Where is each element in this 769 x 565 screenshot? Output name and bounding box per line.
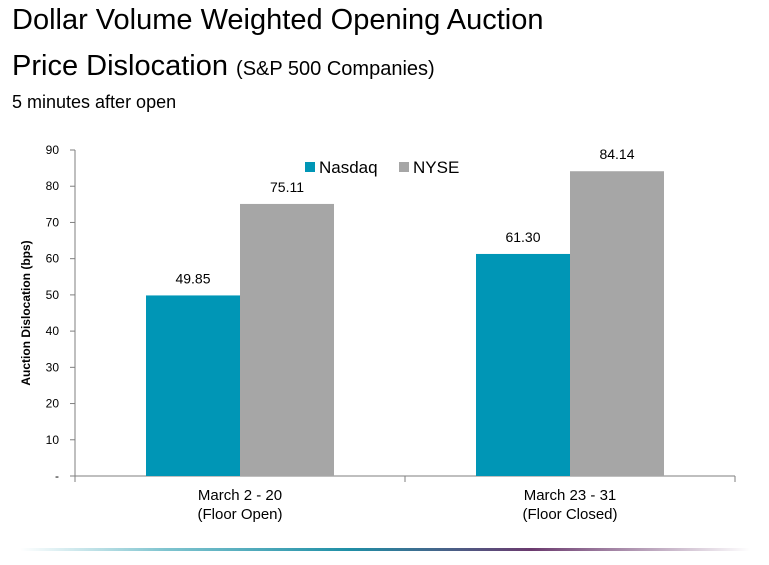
bar-nasdaq bbox=[146, 295, 240, 476]
y-tick-label: 20 bbox=[46, 397, 60, 411]
y-tick-label: 70 bbox=[46, 215, 60, 229]
y-tick-label: 80 bbox=[46, 179, 60, 193]
chart-title-subtitle: (S&P 500 Companies) bbox=[236, 58, 435, 80]
y-axis-label: Auction Dislocation (bps) bbox=[19, 240, 33, 385]
bar-nyse bbox=[570, 171, 664, 476]
footer-divider bbox=[20, 548, 750, 551]
data-label: 49.85 bbox=[175, 270, 210, 286]
x-category-label: (Floor Open) bbox=[197, 506, 282, 523]
chart-caption: 5 minutes after open bbox=[12, 92, 177, 112]
data-label: 84.14 bbox=[599, 146, 634, 162]
x-category-label: (Floor Closed) bbox=[522, 506, 617, 523]
chart-title-line-2: Price Dislocation (S&P 500 Companies) bbox=[12, 50, 435, 83]
legend-swatch-nasdaq bbox=[305, 162, 315, 172]
x-category-label: March 23 - 31 bbox=[524, 487, 617, 504]
y-tick-label: 10 bbox=[46, 433, 60, 447]
bar-nasdaq bbox=[476, 253, 570, 476]
y-tick-label: 60 bbox=[46, 252, 60, 266]
legend-swatch-nyse bbox=[399, 162, 409, 172]
y-tick-label: 50 bbox=[46, 288, 60, 302]
legend-label-nyse: NYSE bbox=[413, 158, 459, 177]
x-category-label: March 2 - 20 bbox=[198, 487, 282, 504]
data-label: 75.11 bbox=[270, 179, 304, 195]
data-label: 61.30 bbox=[505, 229, 540, 245]
legend-label-nasdaq: Nasdaq bbox=[319, 158, 378, 177]
bar-nyse bbox=[240, 203, 334, 477]
y-tick-label: 90 bbox=[46, 143, 60, 157]
y-tick-label: 30 bbox=[46, 360, 60, 374]
y-tick-label: - bbox=[55, 469, 59, 483]
chart-title-main: Price Dislocation bbox=[12, 50, 228, 82]
y-tick-label: 40 bbox=[46, 324, 60, 338]
chart-title-line-1: Dollar Volume Weighted Opening Auction bbox=[12, 4, 544, 36]
